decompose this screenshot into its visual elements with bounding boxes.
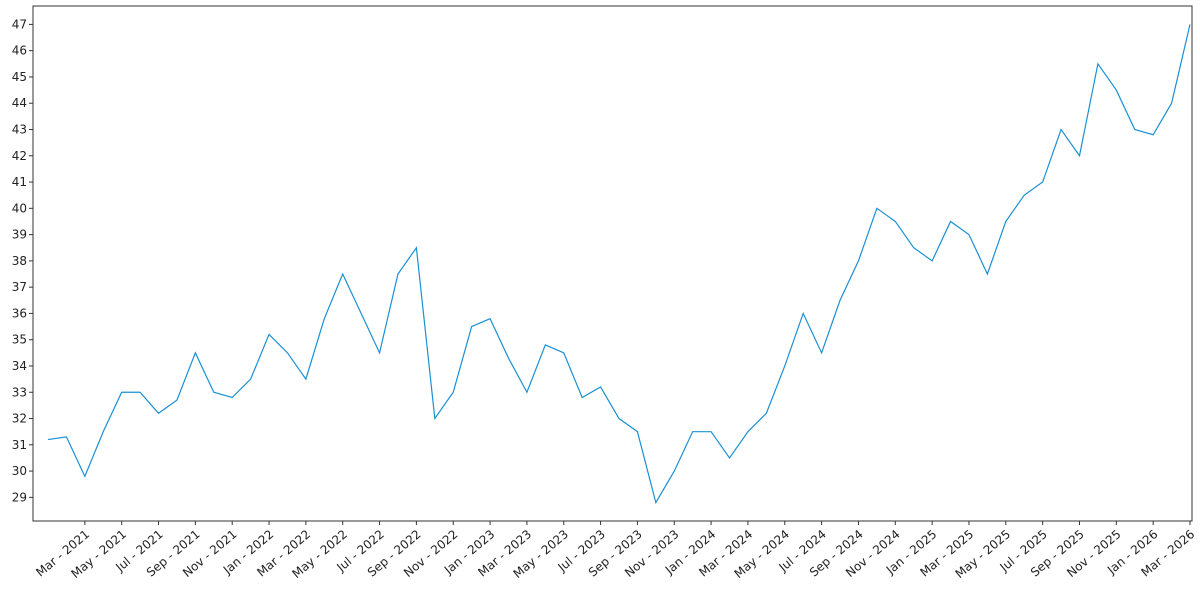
y-tick-label: 36 (12, 306, 27, 320)
price-line (47, 24, 1191, 505)
y-tick-label: 37 (12, 280, 27, 294)
y-tick-label: 32 (12, 412, 27, 426)
y-tick-label: 33 (12, 385, 27, 399)
y-tick-label: 45 (12, 70, 27, 84)
y-tick-label: 40 (12, 201, 27, 215)
y-tick-label: 47 (12, 17, 27, 31)
y-tick-label: 29 (12, 490, 27, 504)
y-tick-label: 43 (12, 122, 27, 136)
y-tick-label: 31 (12, 438, 27, 452)
y-tick-label: 34 (12, 359, 27, 373)
y-tick-label: 42 (12, 149, 27, 163)
y-tick-label: 38 (12, 254, 27, 268)
y-tick-label: 46 (12, 44, 27, 58)
y-tick-label: 41 (12, 175, 27, 189)
y-tick-label: 30 (12, 464, 27, 478)
y-tick-label: 39 (12, 228, 27, 242)
plot-frame (32, 5, 1193, 522)
y-tick-label: 35 (12, 333, 27, 347)
y-tick-label: 44 (12, 96, 27, 110)
